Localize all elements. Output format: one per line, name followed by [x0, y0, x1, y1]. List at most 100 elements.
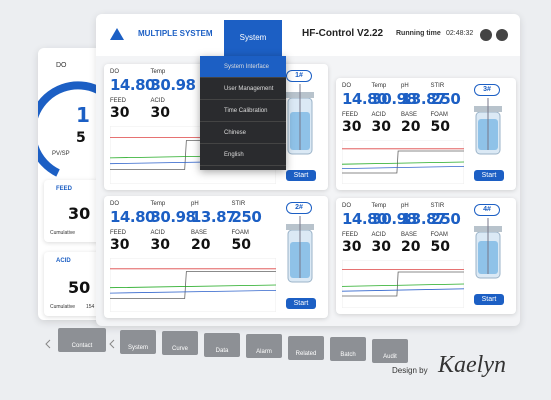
metric-value: 50	[430, 119, 450, 135]
nav-button[interactable]: Alarm	[246, 334, 282, 358]
trend-chart	[342, 140, 464, 184]
side-value: 1	[76, 103, 90, 127]
reactor-card: DO 14.80 Temp 30.98 pH 13.87 STIR 250 FEED 30 ACID…	[336, 198, 516, 314]
menu-item[interactable]: English	[200, 144, 286, 166]
side-label: FEED	[56, 186, 73, 192]
side-value: 50	[68, 278, 91, 297]
metric-value: 30	[342, 239, 362, 255]
metric-label: FOAM	[231, 230, 249, 236]
metric-label: STIR	[430, 203, 445, 209]
metric-label: FOAM	[430, 232, 448, 238]
side-note: Cumulative	[50, 230, 76, 236]
chevrons	[45, 339, 115, 349]
system-tab[interactable]: System	[224, 20, 282, 56]
start-button[interactable]: Start	[286, 298, 316, 309]
menu-item[interactable]: System Interface	[200, 56, 286, 78]
acid-box: ACID 50 Cumulative 154 ml	[44, 252, 106, 316]
metric-label: ACID	[150, 230, 165, 236]
metric-label: ACID	[371, 112, 386, 118]
metric-label: pH	[191, 201, 199, 207]
nav-button[interactable]: Curve	[162, 331, 198, 355]
reactor-id: 4#	[474, 204, 500, 216]
gauge	[38, 81, 100, 177]
reactor-id: 3#	[474, 84, 500, 96]
metric-value: 50	[231, 237, 251, 253]
metric-label: DO	[342, 83, 351, 89]
nav-button[interactable]: Audit	[372, 338, 408, 363]
trend-chart	[110, 258, 276, 312]
metric-value: 250	[231, 208, 262, 226]
metric-value: 30	[150, 105, 170, 121]
side-label: DO	[56, 62, 67, 69]
metric-value: 14.80	[110, 208, 155, 226]
logo-icon	[110, 28, 124, 40]
reactor-card: DO 14.80 Temp 30.98 pH 13.87 STIR 250 FEED 30 ACID…	[336, 78, 516, 190]
header: MULTIPLE SYSTEM System HF-Control V2.22 …	[96, 14, 520, 56]
side-amount: 154 ml	[86, 304, 102, 310]
reactor-id: 1#	[286, 70, 312, 82]
metric-label: Temp	[150, 201, 166, 207]
metric-value: 13.87	[401, 210, 446, 228]
metric-value: 14.80	[342, 90, 387, 108]
menu-item[interactable]: User Management	[200, 78, 286, 100]
metric-label: BASE	[401, 112, 418, 118]
metric-value: 30	[110, 237, 130, 253]
side-label: ACID	[56, 258, 71, 264]
credit-by: Design by	[392, 366, 428, 375]
side-value: 30	[68, 204, 91, 223]
menu-item[interactable]: Chinese	[200, 122, 286, 144]
metric-label: BASE	[401, 232, 418, 238]
metric-value: 13.87	[401, 90, 446, 108]
nav-button[interactable]: Related	[288, 335, 324, 360]
metric-label: Temp	[371, 83, 387, 89]
metric-label: DO	[342, 203, 351, 209]
nav-button[interactable]: Data	[204, 332, 240, 357]
metric-value: 20	[401, 239, 421, 255]
metric-label: ACID	[150, 98, 165, 104]
metric-value: 30	[150, 237, 170, 253]
metric-label: Temp	[371, 203, 387, 209]
metric-value: 20	[191, 237, 211, 253]
credit-name: Kaelyn	[438, 352, 506, 378]
trend-chart	[342, 260, 464, 308]
nav-button[interactable]: Batch	[330, 337, 366, 361]
metric-label: FOAM	[430, 112, 448, 118]
metric-value: 30	[110, 105, 130, 121]
feed-box: FEED 30 Cumulative	[44, 180, 106, 242]
bioreactor	[474, 98, 502, 155]
reactor-id: 2#	[286, 202, 312, 214]
start-button[interactable]: Start	[286, 170, 316, 181]
metric-value: 30.98	[150, 76, 196, 94]
gauge-arc	[38, 81, 100, 177]
metric-label: pH	[401, 83, 409, 89]
metric-label: Temp	[150, 69, 166, 75]
logo-text: MULTIPLE SYSTEM	[138, 29, 213, 38]
nav-button[interactable]: Contact	[58, 328, 106, 352]
metric-value: 30.98	[371, 210, 417, 228]
header-icons	[480, 29, 508, 41]
menu-item[interactable]: Time Calibration	[200, 100, 286, 122]
bioreactor	[286, 216, 314, 283]
metric-value: 30.98	[371, 90, 417, 108]
metric-value: 30	[371, 239, 391, 255]
metric-label: FEED	[110, 98, 127, 104]
metric-label: FEED	[342, 232, 359, 238]
start-button[interactable]: Start	[474, 170, 504, 181]
title: HF-Control V2.22	[302, 28, 384, 39]
metric-value: 50	[430, 239, 450, 255]
metric-value: 250	[430, 90, 461, 108]
metric-value: 20	[401, 119, 421, 135]
metric-label: FEED	[110, 230, 127, 236]
metric-value: 30	[342, 119, 362, 135]
metric-label: STIR	[430, 83, 445, 89]
reactor-card: DO 14.80 Temp 30.98 pH 13.87 STIR 250 FEED 30 ACID…	[104, 196, 328, 318]
running-label: Running time	[396, 30, 441, 37]
side-note: Cumulative	[50, 304, 76, 310]
metric-value: 250	[430, 210, 461, 228]
start-button[interactable]: Start	[474, 294, 504, 305]
metric-label: ACID	[371, 232, 386, 238]
nav-button[interactable]: System	[120, 329, 156, 354]
metric-value: 13.87	[191, 208, 236, 226]
metric-value: 30	[371, 119, 391, 135]
